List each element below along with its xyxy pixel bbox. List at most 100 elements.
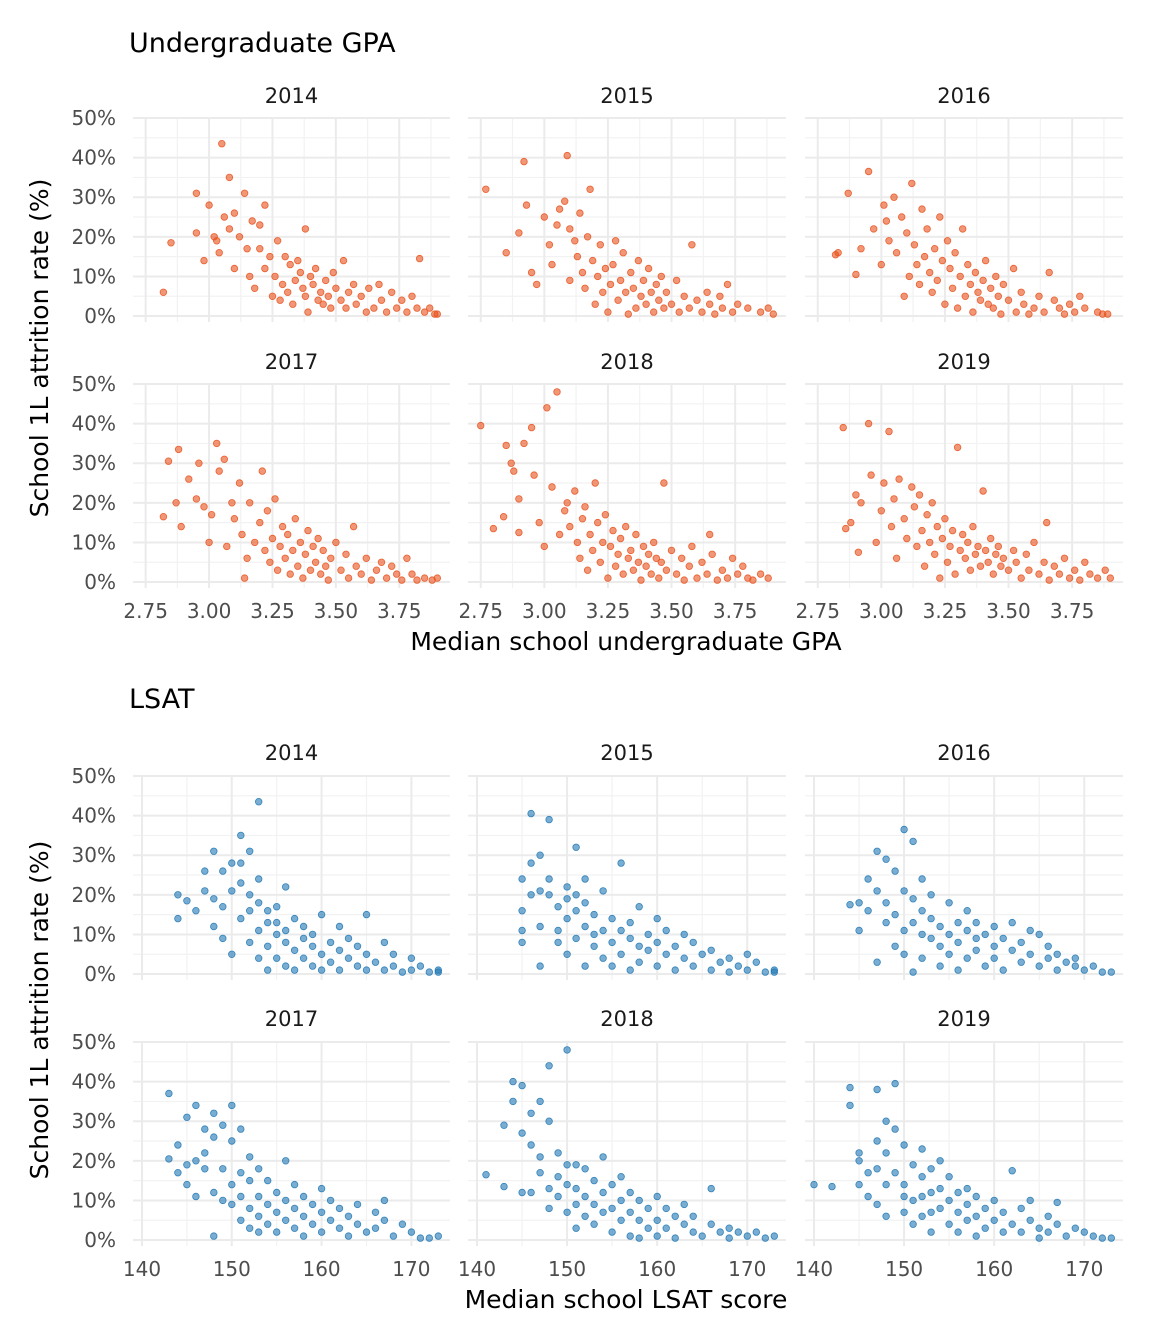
- data-point: [749, 576, 757, 584]
- data-point: [548, 483, 556, 491]
- data-point: [761, 1234, 769, 1242]
- data-point: [413, 576, 421, 584]
- data-point: [882, 855, 890, 863]
- data-point: [839, 423, 847, 432]
- y-tick-label: 20%: [72, 491, 116, 515]
- data-point: [999, 1228, 1007, 1236]
- y-tick-label: 50%: [72, 106, 116, 130]
- data-point: [1062, 958, 1070, 966]
- data-point: [961, 292, 969, 300]
- data-point: [941, 515, 949, 523]
- data-point: [867, 471, 875, 479]
- data-point: [563, 151, 571, 160]
- data-point: [563, 883, 571, 891]
- data-point: [725, 1234, 733, 1242]
- data-point: [225, 173, 234, 182]
- data-point: [299, 934, 308, 943]
- data-point: [566, 225, 574, 233]
- data-point: [235, 479, 244, 487]
- data-point: [349, 280, 358, 289]
- data-point: [398, 968, 407, 976]
- data-point: [371, 1224, 380, 1232]
- data-point: [563, 950, 571, 958]
- data-point: [1042, 518, 1051, 527]
- data-point: [273, 566, 282, 574]
- data-point: [339, 256, 348, 265]
- facet-label-2016: 2016: [937, 741, 990, 765]
- data-point: [999, 1208, 1007, 1216]
- data-point: [873, 1085, 881, 1094]
- data-point: [608, 914, 616, 923]
- data-point: [515, 495, 523, 503]
- data-point: [608, 1180, 616, 1189]
- data-point: [689, 962, 697, 970]
- lsat-y-axis-label: School 1L attrition rate (%): [25, 841, 54, 1180]
- data-point: [644, 1204, 652, 1213]
- data-point: [291, 276, 299, 285]
- data-point: [219, 1121, 227, 1129]
- data-point: [1012, 308, 1020, 316]
- x-tick-label: 3.25: [923, 599, 968, 623]
- data-point: [752, 958, 760, 966]
- data-point: [261, 264, 269, 273]
- y-tick-label: 50%: [72, 1030, 116, 1054]
- data-point: [581, 503, 589, 511]
- data-point: [671, 1234, 679, 1242]
- data-point: [614, 550, 622, 558]
- data-point: [981, 256, 990, 265]
- data-point: [174, 891, 182, 899]
- data-point: [308, 1200, 317, 1209]
- data-point: [296, 268, 305, 277]
- data-point: [299, 954, 308, 962]
- data-point: [908, 179, 916, 188]
- data-point: [828, 1182, 836, 1191]
- data-point: [306, 272, 315, 281]
- data-point: [1030, 538, 1038, 547]
- data-point: [319, 546, 327, 555]
- data-point: [918, 1212, 926, 1220]
- data-point: [846, 901, 854, 909]
- data-point: [326, 1196, 335, 1205]
- data-point: [941, 300, 949, 308]
- data-point: [706, 300, 714, 308]
- data-point: [599, 1153, 607, 1161]
- lsat-panel-group: LSAT 2014 0% 10% 20% 30% 40% 50% 2015 2016 2017 0% 1…: [25, 684, 1123, 1314]
- data-point: [769, 310, 777, 318]
- data-point: [518, 907, 526, 915]
- data-point: [215, 248, 223, 257]
- data-point: [255, 899, 263, 907]
- data-point: [380, 1196, 389, 1205]
- data-point: [964, 538, 972, 547]
- data-point: [964, 260, 972, 269]
- data-point: [165, 1089, 173, 1098]
- data-point: [205, 538, 213, 547]
- data-point: [282, 883, 290, 891]
- data-point: [647, 288, 655, 296]
- data-point: [522, 201, 531, 209]
- data-point: [281, 252, 289, 261]
- data-point: [900, 950, 908, 958]
- data-point: [619, 248, 627, 257]
- data-point: [918, 205, 926, 213]
- data-point: [371, 958, 380, 966]
- data-point: [963, 1216, 971, 1224]
- data-point: [273, 1188, 281, 1197]
- data-point: [909, 918, 917, 927]
- data-point: [707, 946, 715, 954]
- data-point: [237, 914, 245, 923]
- data-point: [398, 576, 406, 584]
- data-point: [946, 542, 954, 551]
- data-point: [1065, 300, 1074, 308]
- data-point: [1044, 954, 1052, 962]
- data-point: [371, 1208, 380, 1216]
- data-point: [576, 209, 584, 217]
- data-point: [370, 304, 378, 312]
- data-point: [1053, 950, 1061, 958]
- data-point: [554, 938, 562, 947]
- data-point: [734, 1228, 742, 1236]
- data-point: [220, 455, 228, 463]
- data-point: [599, 926, 607, 935]
- x-tick-label: 3.00: [522, 599, 567, 623]
- y-tick-label: 10%: [72, 1188, 116, 1212]
- data-point: [407, 966, 416, 974]
